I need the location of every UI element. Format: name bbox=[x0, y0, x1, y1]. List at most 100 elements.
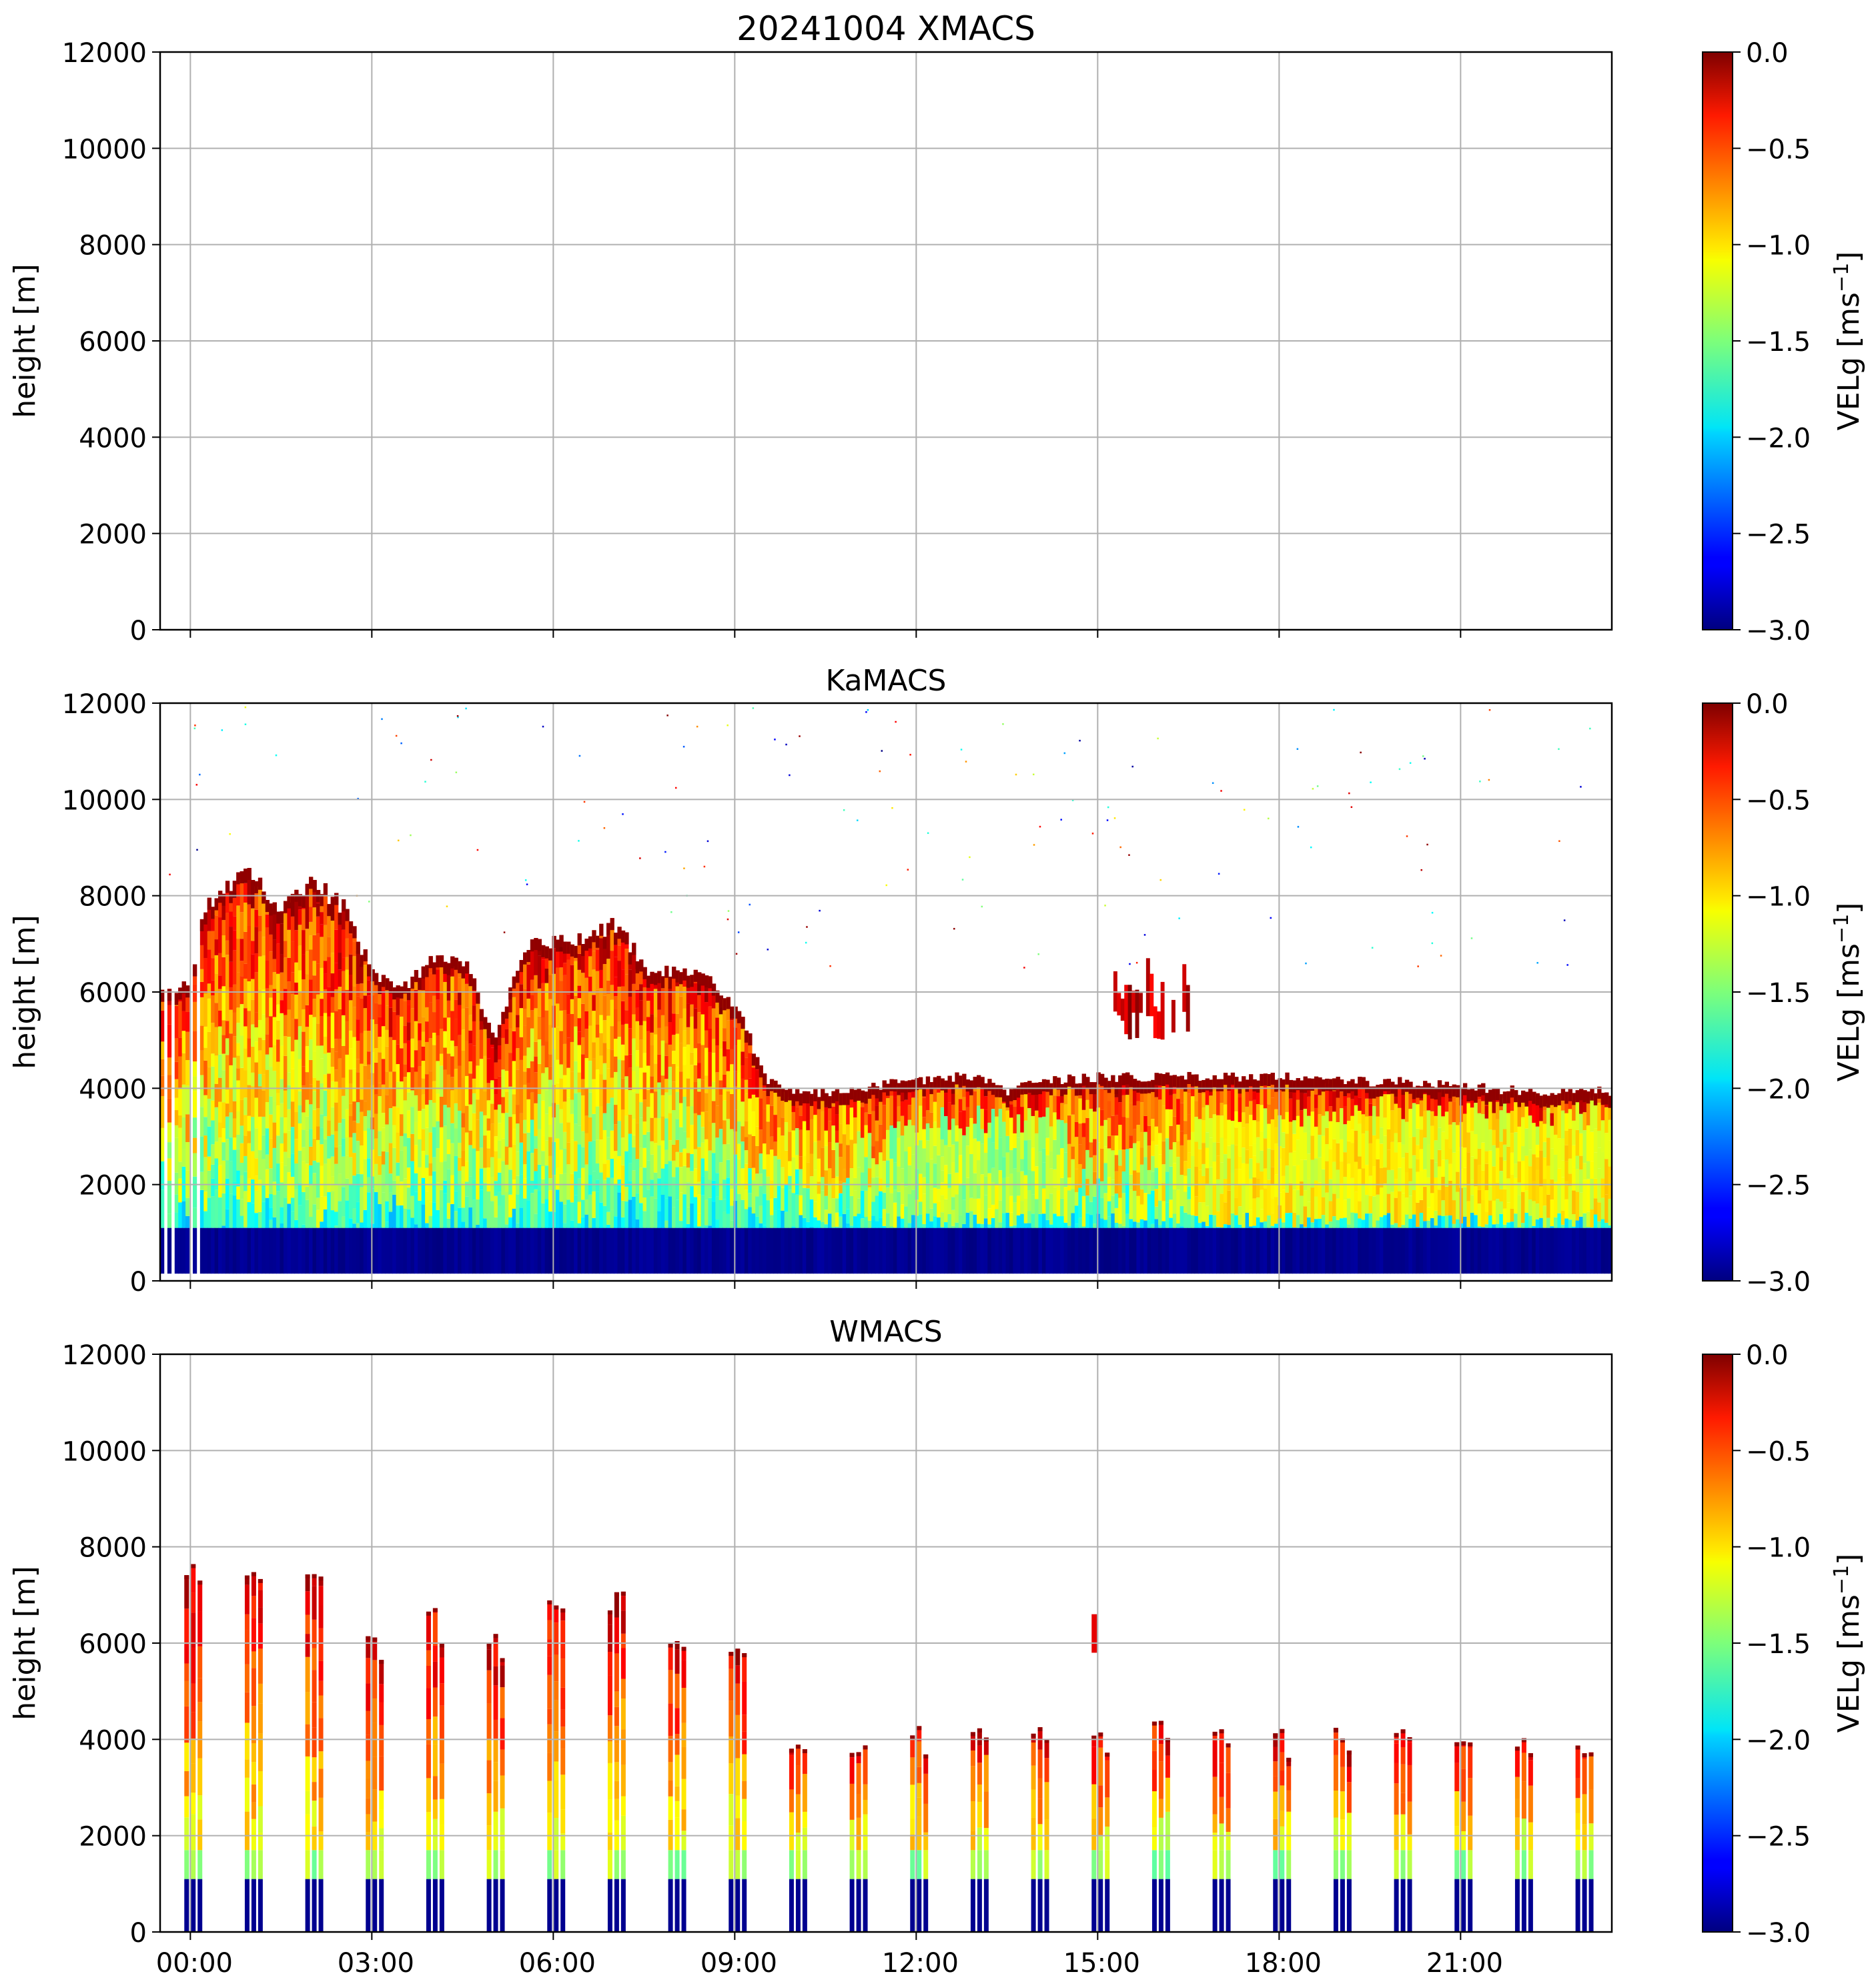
heatmap-cell bbox=[458, 1142, 462, 1158]
heatmap-cell bbox=[995, 1085, 999, 1097]
heatmap-cell bbox=[650, 1141, 654, 1155]
heatmap-cell bbox=[682, 968, 687, 981]
heatmap-cell bbox=[1434, 1227, 1438, 1274]
heatmap-cell bbox=[1118, 1086, 1123, 1103]
heatmap-cell bbox=[1456, 1085, 1460, 1097]
heatmap-cell bbox=[748, 1207, 753, 1228]
heatmap-cell bbox=[378, 981, 382, 995]
heatmap-cell bbox=[526, 964, 531, 999]
heatmap-cell bbox=[1590, 1179, 1594, 1209]
heatmap-cell bbox=[425, 1223, 430, 1228]
heatmap-cell bbox=[1408, 1168, 1413, 1181]
heatmap-cell bbox=[370, 1085, 375, 1117]
heatmap-cell bbox=[372, 1637, 378, 1642]
heatmap-cell bbox=[490, 1080, 495, 1104]
heatmap-cell bbox=[374, 1024, 379, 1049]
heatmap-cell bbox=[584, 1214, 589, 1228]
heatmap-cell bbox=[1049, 1151, 1054, 1169]
heatmap-cell bbox=[1099, 1073, 1105, 1086]
heatmap-cell bbox=[385, 1095, 390, 1125]
heatmap-cell bbox=[450, 1090, 455, 1123]
heatmap-cell bbox=[526, 1017, 531, 1048]
heatmap-cell bbox=[678, 1018, 684, 1043]
heatmap-cell bbox=[418, 1040, 422, 1067]
heatmap-cell bbox=[719, 1049, 723, 1081]
heatmap-cell bbox=[1350, 1079, 1355, 1091]
heatmap-cell bbox=[526, 1200, 531, 1228]
heatmap-cell bbox=[232, 1012, 238, 1037]
heatmap-cell bbox=[1202, 1221, 1206, 1228]
heatmap-cell bbox=[660, 1015, 665, 1041]
heatmap-cell bbox=[1016, 1087, 1021, 1115]
heatmap-cell bbox=[799, 1156, 803, 1169]
heatmap-cell bbox=[1456, 1090, 1460, 1125]
heatmap-cell bbox=[893, 1227, 898, 1228]
heatmap-cell bbox=[327, 904, 332, 917]
heatmap-cell bbox=[1180, 1131, 1184, 1145]
heatmap-cell bbox=[842, 1093, 847, 1105]
heatmap-cell bbox=[962, 1223, 967, 1228]
noise-point bbox=[1002, 723, 1004, 725]
heatmap-cell bbox=[947, 1146, 952, 1174]
heatmap-cell bbox=[842, 1134, 847, 1169]
heatmap-cell bbox=[799, 1099, 803, 1116]
heatmap-cell bbox=[1270, 1119, 1275, 1150]
heatmap-cell bbox=[218, 891, 223, 918]
heatmap-cell bbox=[697, 1012, 702, 1043]
heatmap-cell bbox=[258, 1116, 263, 1151]
heatmap-cell bbox=[646, 1089, 651, 1107]
heatmap-cell bbox=[508, 1169, 513, 1195]
heatmap-cell bbox=[922, 1084, 927, 1097]
heatmap-cell bbox=[937, 1127, 941, 1155]
heatmap-cell bbox=[486, 1793, 492, 1826]
heatmap-cell bbox=[646, 1131, 651, 1161]
heatmap-cell bbox=[497, 1045, 502, 1060]
heatmap-cell bbox=[1423, 1227, 1428, 1274]
heatmap-cell bbox=[1521, 1227, 1526, 1274]
heatmap-cell bbox=[342, 1015, 346, 1046]
heatmap-cell bbox=[1477, 1226, 1482, 1228]
heatmap-cell bbox=[174, 993, 179, 1005]
heatmap-cell bbox=[595, 935, 600, 948]
heatmap-cell bbox=[366, 1636, 371, 1640]
heatmap-cell bbox=[675, 1167, 680, 1200]
heatmap-cell bbox=[410, 1038, 415, 1067]
noise-point bbox=[1243, 809, 1246, 811]
heatmap-cell bbox=[1394, 1152, 1398, 1179]
heatmap-cell bbox=[599, 938, 604, 970]
heatmap-cell bbox=[1600, 1120, 1605, 1152]
heatmap-cell bbox=[1517, 1182, 1522, 1195]
heatmap-cell bbox=[744, 1137, 749, 1151]
heatmap-cell bbox=[1448, 1101, 1453, 1125]
heatmap-cell bbox=[276, 1191, 281, 1228]
heatmap-cell bbox=[1488, 1129, 1493, 1151]
heatmap-cell bbox=[1572, 1093, 1576, 1105]
noise-point bbox=[456, 715, 459, 717]
heatmap-cell bbox=[1401, 1119, 1406, 1145]
heatmap-cell bbox=[955, 1172, 959, 1195]
heatmap-cell bbox=[1063, 1227, 1068, 1274]
noise-point bbox=[1398, 768, 1401, 771]
heatmap-cell bbox=[236, 1007, 241, 1023]
heatmap-cell bbox=[403, 1001, 408, 1026]
heatmap-cell bbox=[541, 1203, 546, 1228]
heatmap-cell bbox=[675, 1227, 680, 1274]
heatmap-cell bbox=[396, 1107, 400, 1133]
heatmap-cell bbox=[610, 922, 614, 951]
heatmap-cell bbox=[614, 1056, 618, 1072]
heatmap-cell bbox=[1270, 1149, 1275, 1167]
heatmap-cell bbox=[574, 961, 578, 996]
heatmap-cell bbox=[392, 1011, 397, 1040]
heatmap-cell bbox=[1430, 1111, 1435, 1126]
heatmap-cell bbox=[1586, 1125, 1591, 1161]
heatmap-cell bbox=[958, 1215, 963, 1228]
heatmap-cell bbox=[330, 1156, 335, 1177]
heatmap-cell bbox=[1437, 1089, 1442, 1106]
heatmap-cell bbox=[624, 1227, 629, 1274]
heatmap-cell bbox=[559, 1078, 564, 1109]
heatmap-cell bbox=[1372, 1106, 1377, 1135]
heatmap-cell bbox=[1303, 1226, 1308, 1228]
heatmap-cell bbox=[1372, 1086, 1377, 1099]
heatmap-cell bbox=[1444, 1186, 1449, 1216]
heatmap-cell bbox=[813, 1217, 818, 1228]
